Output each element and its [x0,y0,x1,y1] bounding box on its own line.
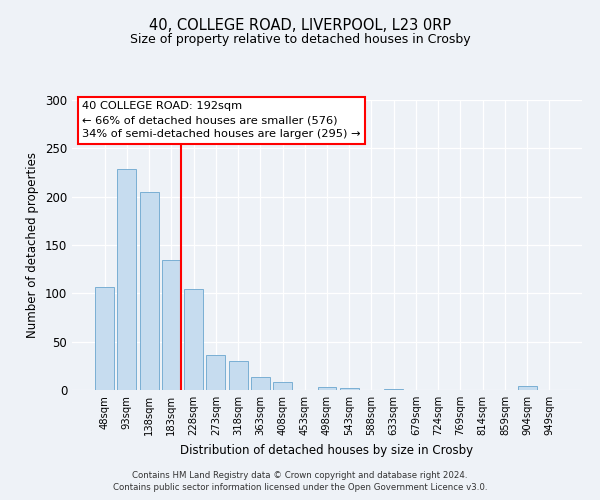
X-axis label: Distribution of detached houses by size in Crosby: Distribution of detached houses by size … [181,444,473,456]
Text: Size of property relative to detached houses in Crosby: Size of property relative to detached ho… [130,32,470,46]
Text: Contains public sector information licensed under the Open Government Licence v3: Contains public sector information licen… [113,484,487,492]
Bar [95,286,114,390]
Y-axis label: Number of detached properties: Number of detached properties [26,152,40,338]
Bar [384,389,403,390]
Bar [229,361,248,390]
Bar [184,290,203,390]
Bar [206,355,225,390]
Text: Contains HM Land Registry data © Crown copyright and database right 2024.: Contains HM Land Registry data © Crown c… [132,471,468,480]
Bar [317,387,337,390]
Bar [340,388,359,390]
Bar [140,192,158,390]
Text: 40 COLLEGE ROAD: 192sqm
← 66% of detached houses are smaller (576)
34% of semi-d: 40 COLLEGE ROAD: 192sqm ← 66% of detache… [82,102,361,140]
Bar [273,382,292,390]
Bar [162,260,181,390]
Bar [518,386,536,390]
Text: 40, COLLEGE ROAD, LIVERPOOL, L23 0RP: 40, COLLEGE ROAD, LIVERPOOL, L23 0RP [149,18,451,32]
Bar [118,168,136,390]
Bar [251,378,270,390]
